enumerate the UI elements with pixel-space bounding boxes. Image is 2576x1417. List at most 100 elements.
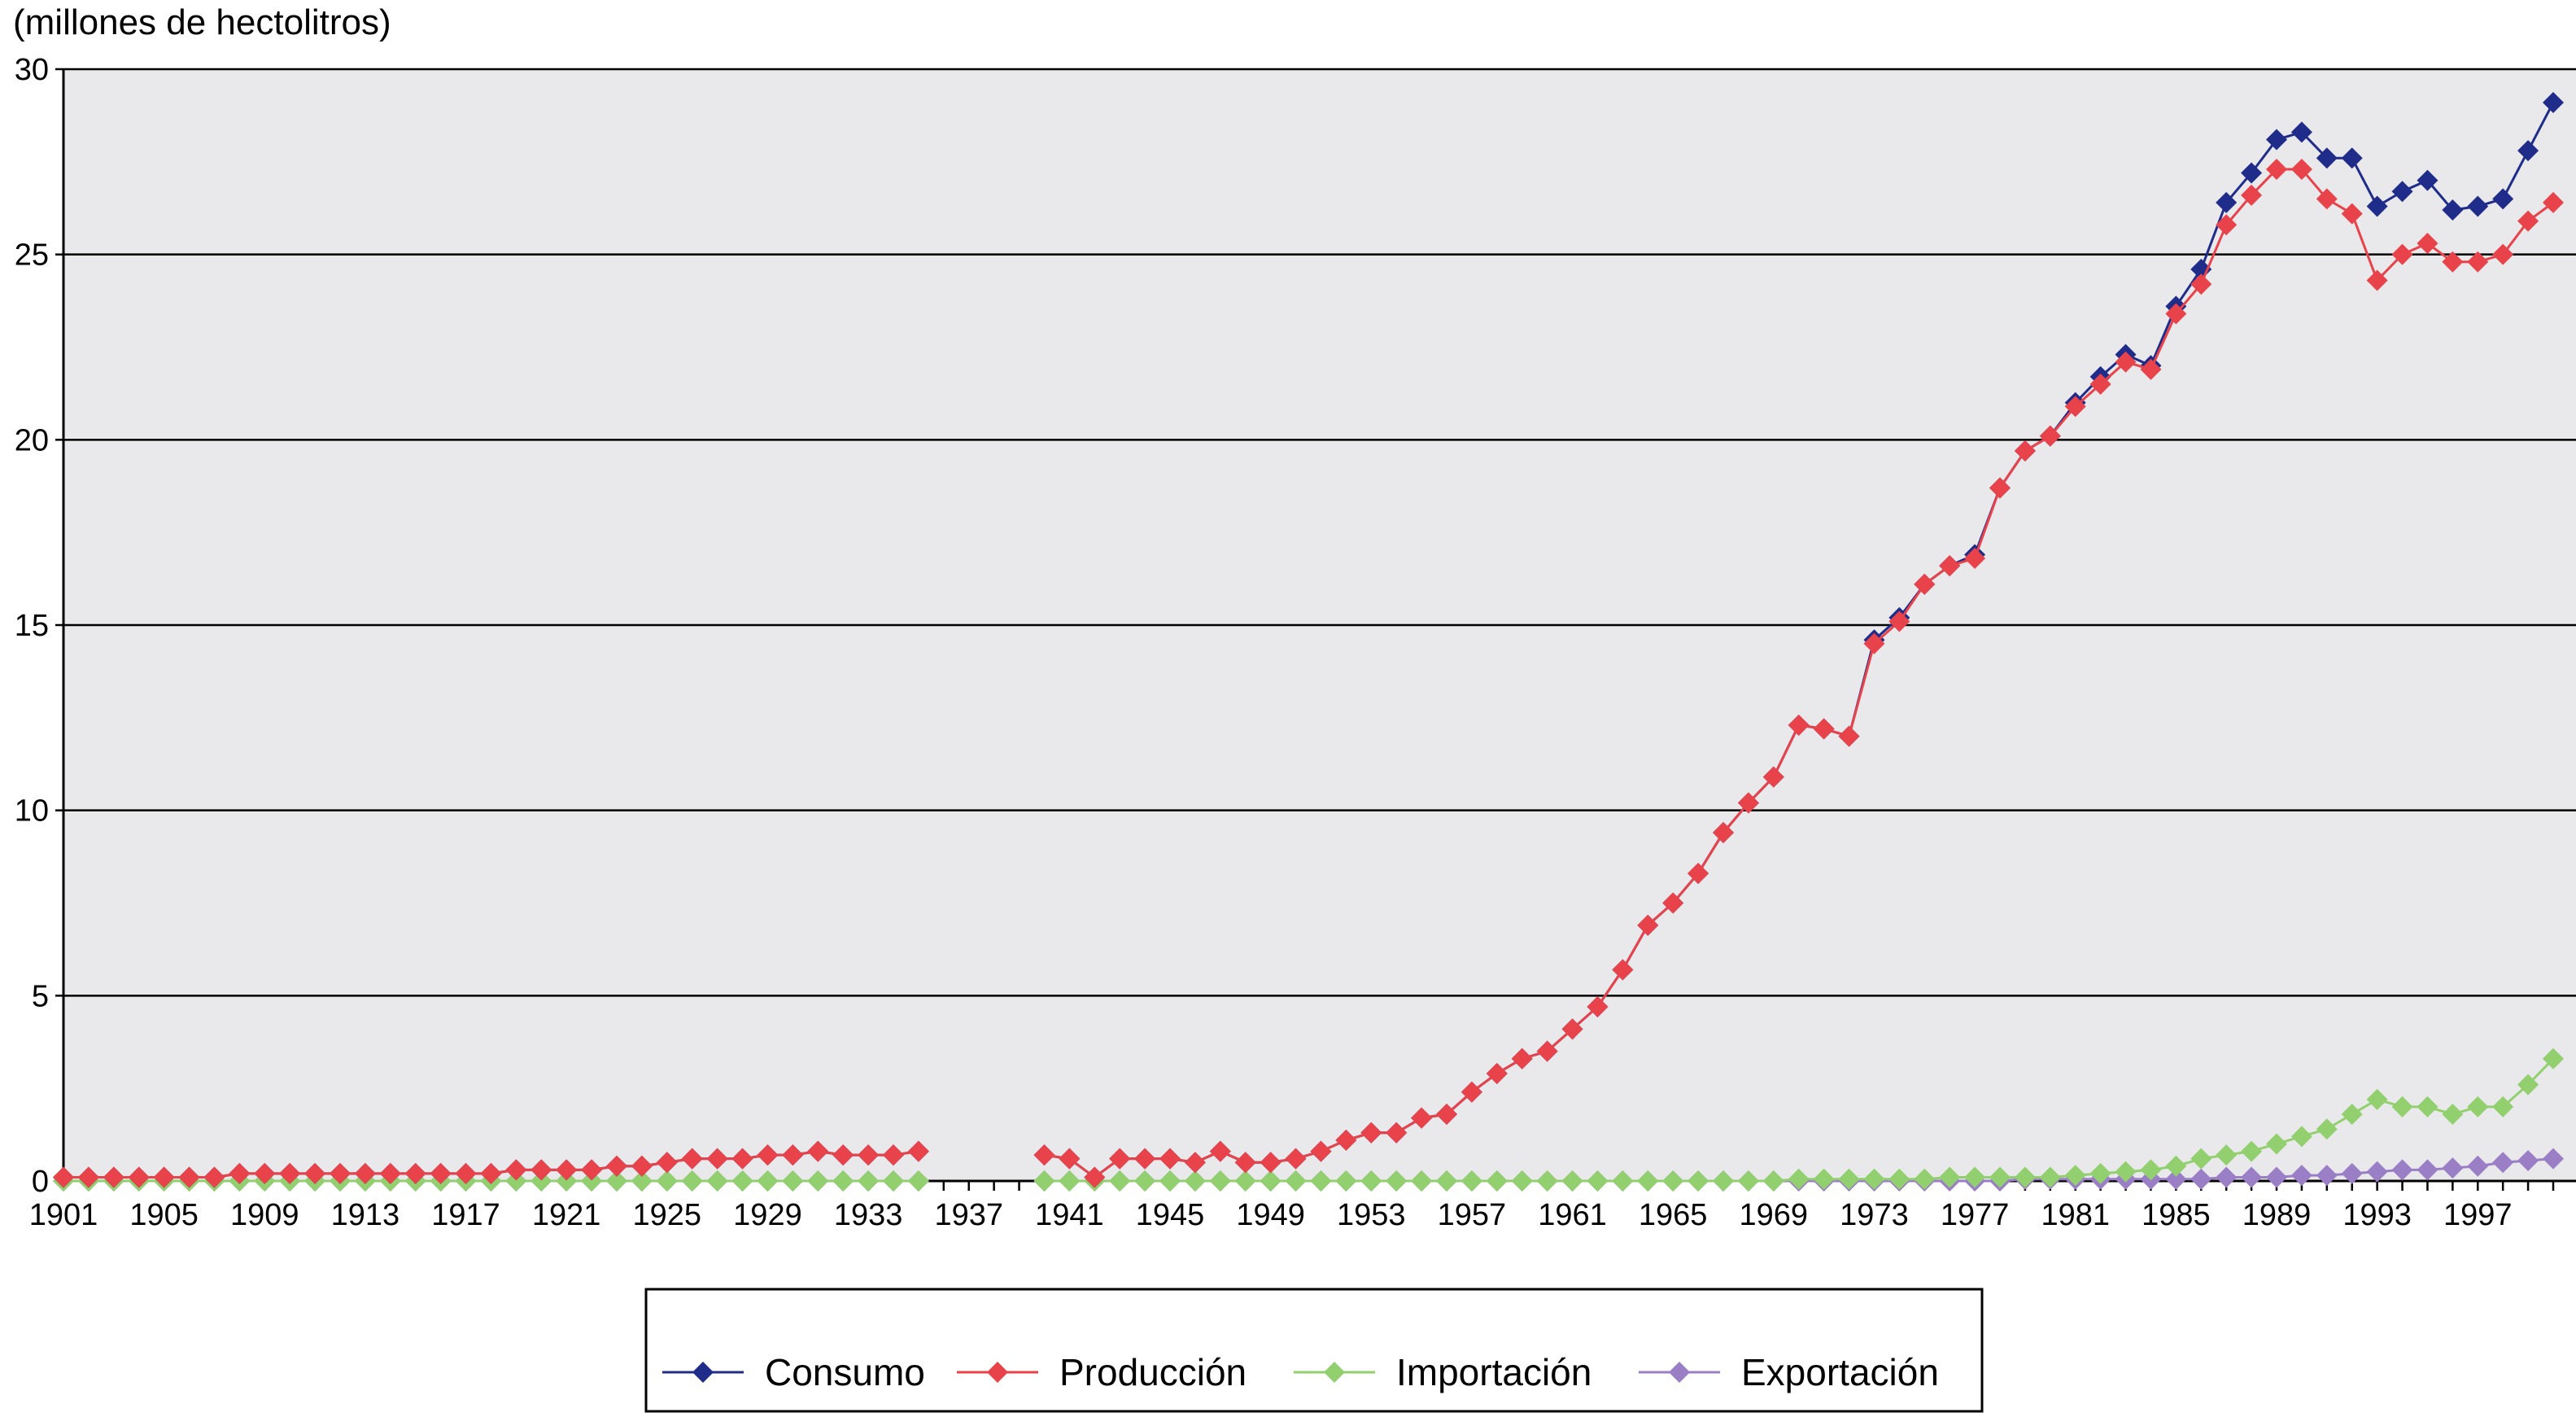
legend-swatch-marker [987, 1362, 1008, 1383]
data-point [2064, 1165, 2086, 1187]
data-point [1587, 1170, 1609, 1192]
data-point [53, 1166, 74, 1188]
y-tick-label: 25 [15, 238, 49, 273]
data-point [1838, 1168, 1860, 1190]
data-point [883, 1144, 904, 1166]
data-point [2417, 169, 2438, 191]
legend-label: Importación [1396, 1351, 1591, 1393]
x-tick-label: 1949 [1236, 1198, 1305, 1232]
data-point [656, 1170, 678, 1192]
data-point [1159, 1170, 1181, 1192]
data-point [1914, 1168, 1936, 1190]
series-producción [53, 158, 2564, 1188]
data-point [2492, 243, 2514, 265]
data-point [656, 1152, 678, 1174]
data-point [2391, 1096, 2413, 1117]
data-point [2492, 1152, 2514, 1174]
x-tick-label: 1941 [1035, 1198, 1104, 1232]
x-tick-label: 1921 [532, 1198, 601, 1232]
data-point [1411, 1170, 1433, 1192]
x-tick-label: 1977 [1941, 1198, 2010, 1232]
x-axis-ticks: 1901 1905 1909 1913 1917 1921 1925 1929 1933 1937… [29, 1181, 2555, 1232]
data-point [1134, 1170, 1156, 1192]
data-point [2266, 1133, 2287, 1155]
data-point [455, 1162, 477, 1184]
data-point [2316, 1118, 2338, 1140]
data-point [1813, 1168, 1835, 1190]
x-tick-label: 1945 [1136, 1198, 1205, 1232]
data-point [807, 1140, 829, 1162]
data-point [2165, 1168, 2187, 1190]
data-point [1888, 1168, 1910, 1190]
data-point [2417, 1159, 2438, 1181]
data-point [1360, 1170, 1382, 1192]
data-point [1310, 1170, 1332, 1192]
data-point [1662, 1170, 1684, 1192]
data-point [1964, 1166, 1986, 1188]
data-point [1260, 1170, 1281, 1192]
data-point [1059, 1148, 1081, 1170]
data-point [2316, 188, 2338, 210]
data-point [1737, 1170, 1759, 1192]
data-point [1109, 1148, 1131, 1170]
data-point [2442, 1157, 2464, 1179]
x-tick-label: 1929 [733, 1198, 802, 1232]
x-tick-label: 1901 [29, 1198, 98, 1232]
data-point [2391, 1159, 2413, 1181]
data-point [1561, 1018, 1583, 1040]
data-point [2290, 158, 2312, 180]
data-point [832, 1170, 854, 1192]
data-point [2039, 1166, 2061, 1188]
data-point [1863, 632, 1885, 654]
y-tick-label: 10 [15, 794, 49, 829]
data-point [2165, 1155, 2187, 1177]
data-point [2115, 351, 2137, 373]
data-point [2366, 269, 2388, 291]
data-point [2216, 214, 2238, 236]
data-point [2543, 1047, 2564, 1069]
data-point [2216, 1144, 2238, 1166]
data-point [2467, 251, 2489, 273]
data-point [2417, 233, 2438, 255]
data-point [530, 1170, 552, 1192]
y-axis-ticks: 0 5 10 15 20 25 30 [15, 53, 63, 1199]
data-point [1637, 914, 1659, 936]
data-point [1612, 959, 1634, 981]
y-tick-label: 30 [15, 53, 49, 87]
x-tick-label: 1909 [230, 1198, 299, 1232]
data-point [2517, 210, 2539, 232]
data-point [1209, 1140, 1231, 1162]
data-point [681, 1170, 703, 1192]
data-point [2266, 1166, 2287, 1188]
data-point [2115, 1161, 2137, 1183]
data-point [807, 1170, 829, 1192]
data-point [304, 1162, 326, 1184]
data-point [1486, 1062, 1508, 1084]
data-point [1612, 1170, 1634, 1192]
data-point [2190, 1168, 2212, 1190]
data-point [1360, 1122, 1382, 1144]
data-point [731, 1148, 753, 1170]
legend: Consumo Producción Importación Exportación [644, 1288, 1984, 1413]
data-point [2140, 358, 2162, 380]
data-point [1335, 1170, 1357, 1192]
data-point [1260, 1152, 1281, 1174]
x-tick-label: 1981 [2041, 1198, 2110, 1232]
data-point [2517, 1074, 2539, 1096]
data-point [1184, 1152, 1206, 1174]
data-point [254, 1162, 276, 1184]
data-point [1587, 995, 1609, 1017]
data-point [883, 1170, 904, 1192]
data-point [1285, 1170, 1307, 1192]
data-point [2366, 1088, 2388, 1110]
y-tick-label: 5 [32, 979, 49, 1013]
data-point [1536, 1040, 1558, 1062]
data-point [2442, 251, 2464, 273]
data-point [2165, 303, 2187, 325]
data-point [1511, 1047, 1533, 1069]
data-point [430, 1162, 452, 1184]
data-point [1159, 1148, 1181, 1170]
data-point [2391, 243, 2413, 265]
data-point [631, 1170, 653, 1192]
data-point [782, 1144, 804, 1166]
